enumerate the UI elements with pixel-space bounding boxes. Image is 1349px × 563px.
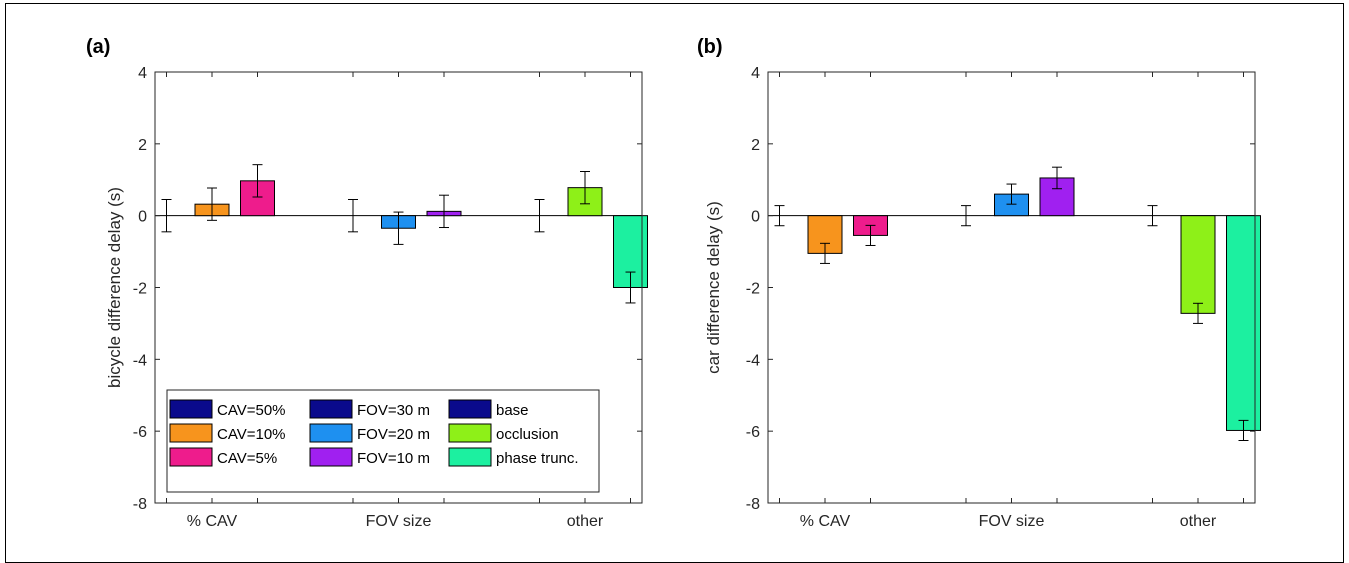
x-tick-label: FOV size: [366, 513, 432, 530]
legend-swatch: [449, 448, 491, 466]
y-tick-label: -8: [133, 496, 147, 513]
legend-swatch: [449, 424, 491, 442]
x-tick-label: % CAV: [800, 513, 851, 530]
legend-label: occlusion: [496, 426, 559, 443]
y-tick-label: 2: [751, 137, 760, 154]
y-axis-label: bicycle difference delay (s): [105, 187, 124, 388]
x-tick-label: FOV size: [979, 513, 1045, 530]
panel-label: (b): [697, 36, 723, 58]
legend-swatch: [449, 400, 491, 418]
y-tick-label: -6: [746, 424, 760, 441]
legend-label: CAV=50%: [217, 402, 286, 419]
panel-label: (a): [86, 36, 110, 58]
legend-swatch: [310, 448, 352, 466]
y-tick-label: -4: [133, 352, 147, 369]
legend-label: FOV=20 m: [357, 426, 430, 443]
legend-label: CAV=5%: [217, 450, 277, 467]
y-tick-label: -2: [133, 281, 147, 298]
legend-label: CAV=10%: [217, 426, 286, 443]
y-tick-label: 2: [138, 137, 147, 154]
y-tick-label: 4: [138, 65, 147, 82]
y-axis-label: car difference delay (s): [704, 201, 723, 374]
bar: [1181, 216, 1215, 314]
x-tick-label: % CAV: [187, 513, 238, 530]
legend-swatch: [170, 424, 212, 442]
legend-label: phase trunc.: [496, 450, 579, 467]
y-tick-label: -4: [746, 352, 760, 369]
y-tick-label: 0: [751, 209, 760, 226]
legend: CAV=50% CAV=10% CAV=5% FOV=30 m FOV=20 m FOV=…: [167, 390, 599, 492]
legend-swatch: [310, 400, 352, 418]
legend-swatch: [170, 448, 212, 466]
chart-panel-a: (a) bicycle difference delay (s) 4 2 0 -2 -4 -6…: [86, 36, 648, 530]
legend-label: FOV=10 m: [357, 450, 430, 467]
legend-label: FOV=30 m: [357, 402, 430, 419]
y-tick-label: -2: [746, 281, 760, 298]
legend-label: base: [496, 402, 529, 419]
chart-panel-b: (b) car difference delay (s) 4 2 0 -2 -4 -6 -8 % …: [697, 36, 1261, 530]
x-tick-label: other: [567, 513, 604, 530]
y-tick-label: 4: [751, 65, 760, 82]
legend-swatch: [170, 400, 212, 418]
y-tick-label: -6: [133, 424, 147, 441]
x-tick-label: other: [1180, 513, 1217, 530]
y-tick-label: -8: [746, 496, 760, 513]
y-tick-label: 0: [138, 209, 147, 226]
legend-swatch: [310, 424, 352, 442]
